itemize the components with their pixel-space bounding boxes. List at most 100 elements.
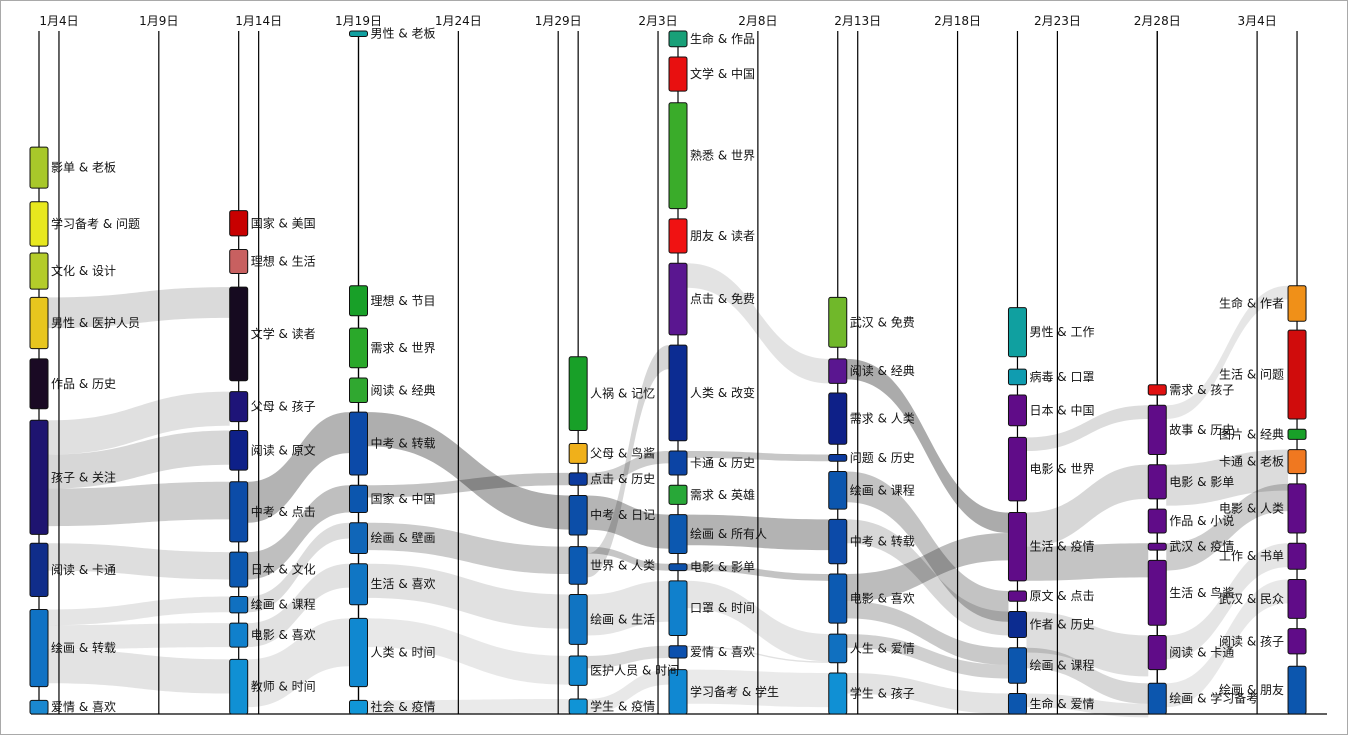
topic-node[interactable]	[828, 633, 848, 664]
topic-node[interactable]	[29, 358, 49, 410]
topic-node[interactable]	[229, 658, 249, 715]
topic-node[interactable]	[229, 210, 249, 237]
topic-node[interactable]	[1147, 559, 1167, 626]
topic-node[interactable]	[1007, 590, 1027, 602]
topic-node[interactable]	[1147, 384, 1167, 396]
topic-node[interactable]	[668, 102, 688, 210]
topic-label: 男性 & 工作	[1029, 325, 1094, 339]
topic-node[interactable]	[668, 218, 688, 254]
topic-node[interactable]	[668, 56, 688, 92]
topic-node[interactable]	[1007, 512, 1027, 582]
topic-node[interactable]	[229, 430, 249, 471]
topic-node[interactable]	[229, 286, 249, 382]
topic-node[interactable]	[349, 377, 368, 404]
topic-node[interactable]	[349, 327, 368, 369]
topic-label: 中考 & 转载	[850, 534, 915, 549]
topic-label: 绘画 & 朋友	[1219, 682, 1284, 697]
topic-node[interactable]	[1007, 693, 1027, 715]
topic-node[interactable]	[668, 514, 688, 554]
topic-node[interactable]	[29, 146, 49, 189]
topic-node[interactable]	[668, 344, 688, 442]
topic-node[interactable]	[1147, 682, 1167, 715]
topic-node[interactable]	[828, 573, 848, 624]
topic-node[interactable]	[668, 563, 688, 572]
topic-node[interactable]	[349, 522, 368, 554]
topic-node[interactable]	[349, 563, 368, 606]
topic-node[interactable]	[1287, 665, 1307, 715]
topic-node[interactable]	[229, 249, 249, 274]
topic-node[interactable]	[349, 484, 368, 514]
topic-node[interactable]	[229, 391, 249, 423]
topic-node[interactable]	[349, 285, 368, 317]
topic-node[interactable]	[668, 484, 688, 505]
topic-node[interactable]	[1287, 329, 1307, 420]
topic-node[interactable]	[668, 669, 688, 715]
topic-node[interactable]	[568, 472, 588, 486]
topic-node[interactable]	[1147, 542, 1167, 551]
topic-node[interactable]	[1287, 285, 1307, 322]
topic-node[interactable]	[349, 30, 368, 37]
topic-node[interactable]	[568, 698, 588, 715]
topic-node[interactable]	[1287, 578, 1307, 619]
topic-node[interactable]	[1147, 634, 1167, 671]
flow-band	[587, 345, 669, 578]
flow-band	[587, 495, 669, 549]
topic-node[interactable]	[1287, 483, 1307, 534]
topic-node[interactable]	[828, 296, 848, 348]
topic-node[interactable]	[828, 453, 848, 462]
topic-node[interactable]	[668, 645, 688, 659]
topic-label: 绘画 & 课程	[1029, 658, 1094, 673]
topic-node[interactable]	[568, 494, 588, 536]
topic-node[interactable]	[29, 252, 49, 290]
topic-node[interactable]	[229, 596, 249, 614]
topic-node[interactable]	[229, 481, 249, 543]
topic-node[interactable]	[568, 655, 588, 686]
topic-node[interactable]	[828, 358, 848, 384]
topic-node[interactable]	[1147, 508, 1167, 534]
topic-node[interactable]	[1007, 436, 1027, 502]
topic-node[interactable]	[1007, 647, 1027, 684]
topic-label: 卡通 & 历史	[690, 456, 755, 470]
topic-node[interactable]	[828, 672, 848, 715]
topic-node[interactable]	[29, 296, 49, 350]
topic-node[interactable]	[229, 551, 249, 588]
topic-node[interactable]	[1147, 464, 1167, 500]
topic-node[interactable]	[1287, 449, 1307, 475]
topic-node[interactable]	[828, 518, 848, 565]
topic-node[interactable]	[29, 419, 49, 535]
topic-label: 口罩 & 时间	[690, 601, 755, 615]
topic-node[interactable]	[568, 593, 588, 645]
topic-label: 需求 & 英雄	[690, 487, 755, 502]
topic-label: 影单 & 老板	[51, 161, 116, 175]
topic-node[interactable]	[1147, 404, 1167, 455]
flow-band	[367, 563, 570, 629]
topic-label: 医护人员 & 时间	[590, 664, 679, 678]
topic-node[interactable]	[1287, 628, 1307, 655]
topic-node[interactable]	[1007, 368, 1027, 386]
topic-node[interactable]	[668, 262, 688, 336]
topic-node[interactable]	[29, 201, 49, 247]
flow-band	[846, 673, 1009, 714]
topic-node[interactable]	[668, 580, 688, 636]
topic-node[interactable]	[29, 542, 49, 598]
topic-node[interactable]	[349, 699, 368, 715]
topic-label: 电影 & 世界	[1029, 462, 1094, 476]
topic-label: 学习备考 & 问题	[51, 216, 140, 231]
topic-node[interactable]	[1007, 611, 1027, 639]
topic-node[interactable]	[29, 609, 49, 688]
topic-node[interactable]	[1287, 428, 1307, 440]
topic-node[interactable]	[229, 622, 249, 648]
topic-node[interactable]	[668, 450, 688, 476]
topic-node[interactable]	[568, 443, 588, 464]
topic-node[interactable]	[29, 699, 49, 715]
topic-node[interactable]	[349, 411, 368, 476]
topic-node[interactable]	[349, 617, 368, 688]
topic-node[interactable]	[668, 30, 688, 48]
topic-node[interactable]	[828, 392, 848, 445]
topic-node[interactable]	[568, 546, 588, 585]
topic-node[interactable]	[828, 471, 848, 510]
topic-node[interactable]	[1287, 542, 1307, 570]
topic-node[interactable]	[1007, 394, 1027, 427]
topic-node[interactable]	[1007, 307, 1027, 358]
topic-node[interactable]	[568, 356, 588, 432]
